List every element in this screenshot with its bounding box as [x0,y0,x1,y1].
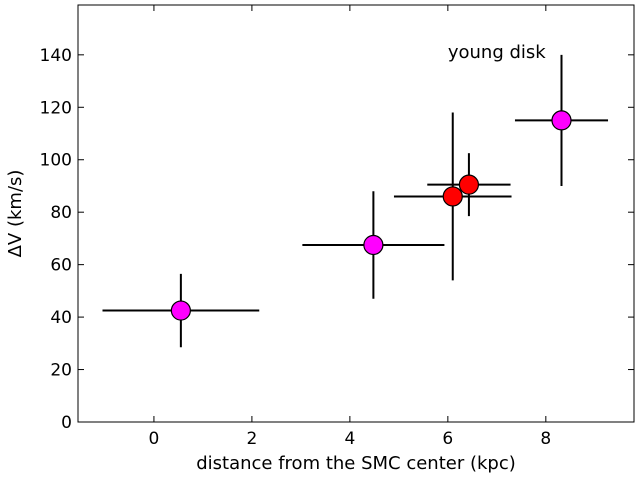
point-magenta [363,234,384,256]
y-tick-label: 100 [40,151,72,171]
x-tick-label: 8 [540,429,551,449]
x-tick-label: 6 [442,429,453,449]
point-magenta [170,300,191,321]
y-axis-label: ΔV (km/s) [5,170,26,258]
x-axis-label: distance from the SMC center (kpc) [196,453,516,474]
data-points [170,110,572,321]
y-tick-label: 20 [50,361,72,381]
y-tick-label: 140 [40,46,72,66]
x-tick-label: 2 [246,429,257,449]
x-tick-label: 0 [149,429,160,449]
plot-frame [77,4,635,423]
y-tick-label: 120 [40,98,72,118]
annotation-young-disk: young disk [448,42,546,63]
y-tick-label: 0 [61,413,72,433]
x-tick-label: 4 [344,429,355,449]
point-red [458,174,480,195]
y-tick-label: 60 [50,256,72,276]
y-tick-label: 40 [50,308,72,328]
point-red [442,186,463,207]
point-magenta [551,110,572,131]
y-tick-label: 80 [50,203,72,223]
